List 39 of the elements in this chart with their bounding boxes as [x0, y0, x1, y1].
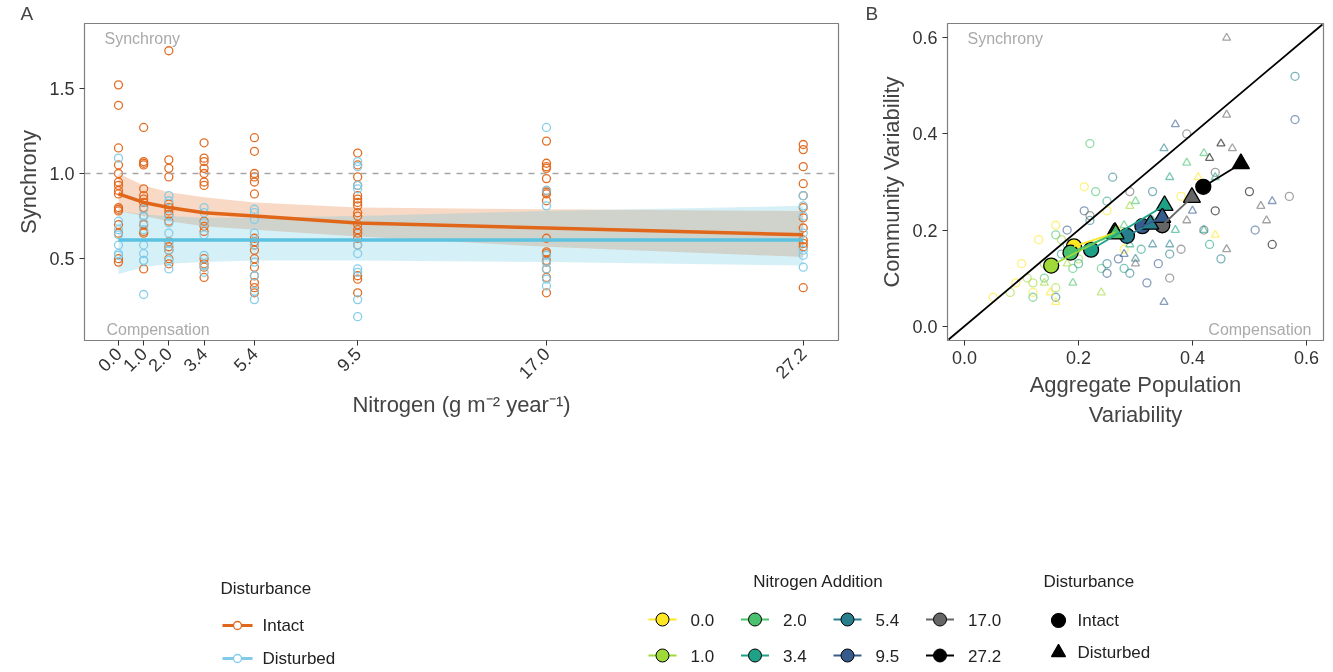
y-tick-label: 0.2 [912, 220, 938, 241]
y-tick-label: 1.0 [49, 163, 75, 184]
x-tick-label: 9.5 [333, 343, 366, 376]
annotation: Compensation [1208, 320, 1312, 338]
legend-label: 2.0 [783, 610, 807, 630]
x-tick-label: 0.0 [952, 347, 978, 368]
legend-label: 27.2 [968, 646, 1002, 666]
y-tick-label: 0.0 [912, 316, 938, 337]
legend-title: Disturbance [220, 579, 312, 598]
y-tick-label: 0.6 [912, 28, 938, 49]
legend-label: 0.0 [690, 610, 715, 630]
legend-label: Intact [262, 616, 305, 635]
y-tick-label: 1.5 [49, 78, 75, 99]
y-tick-label: 0.5 [49, 249, 75, 270]
x-tick-label: 0.6 [1293, 347, 1319, 368]
y-axis-title: Community Variability [879, 76, 905, 288]
x-tick-label: 3.4 [179, 343, 212, 376]
chart-title: A [20, 2, 34, 24]
legend-label: 9.5 [875, 646, 900, 666]
x-axis-title: Aggregate Population Variability [1029, 371, 1242, 427]
legend-label: 3.4 [783, 646, 807, 666]
legend-label: 1.0 [690, 646, 715, 666]
y-tick-label: 0.4 [912, 124, 938, 145]
annotation: Synchrony [104, 29, 181, 47]
legend-label: Disturbed [1077, 643, 1151, 662]
x-axis-title: Nitrogen (g m⁻² year⁻¹) [352, 392, 571, 418]
annotation: Synchrony [967, 29, 1044, 47]
y-axis-title: Synchrony [16, 130, 42, 234]
chart-title: B [865, 2, 879, 24]
legend-label: Intact [1077, 611, 1120, 630]
annotation: Compensation [106, 320, 210, 338]
x-tick-label: 5.4 [230, 343, 262, 376]
x-tick-label: 0.4 [1179, 347, 1205, 368]
legend-label: Disturbed [262, 649, 336, 668]
x-tick-label: 0.2 [1066, 347, 1092, 368]
legend-label: 17.0 [968, 610, 1002, 630]
text: Nitrogen Addition [753, 572, 883, 591]
legend-label: 5.4 [875, 610, 900, 630]
text: Disturbance [1043, 572, 1135, 591]
